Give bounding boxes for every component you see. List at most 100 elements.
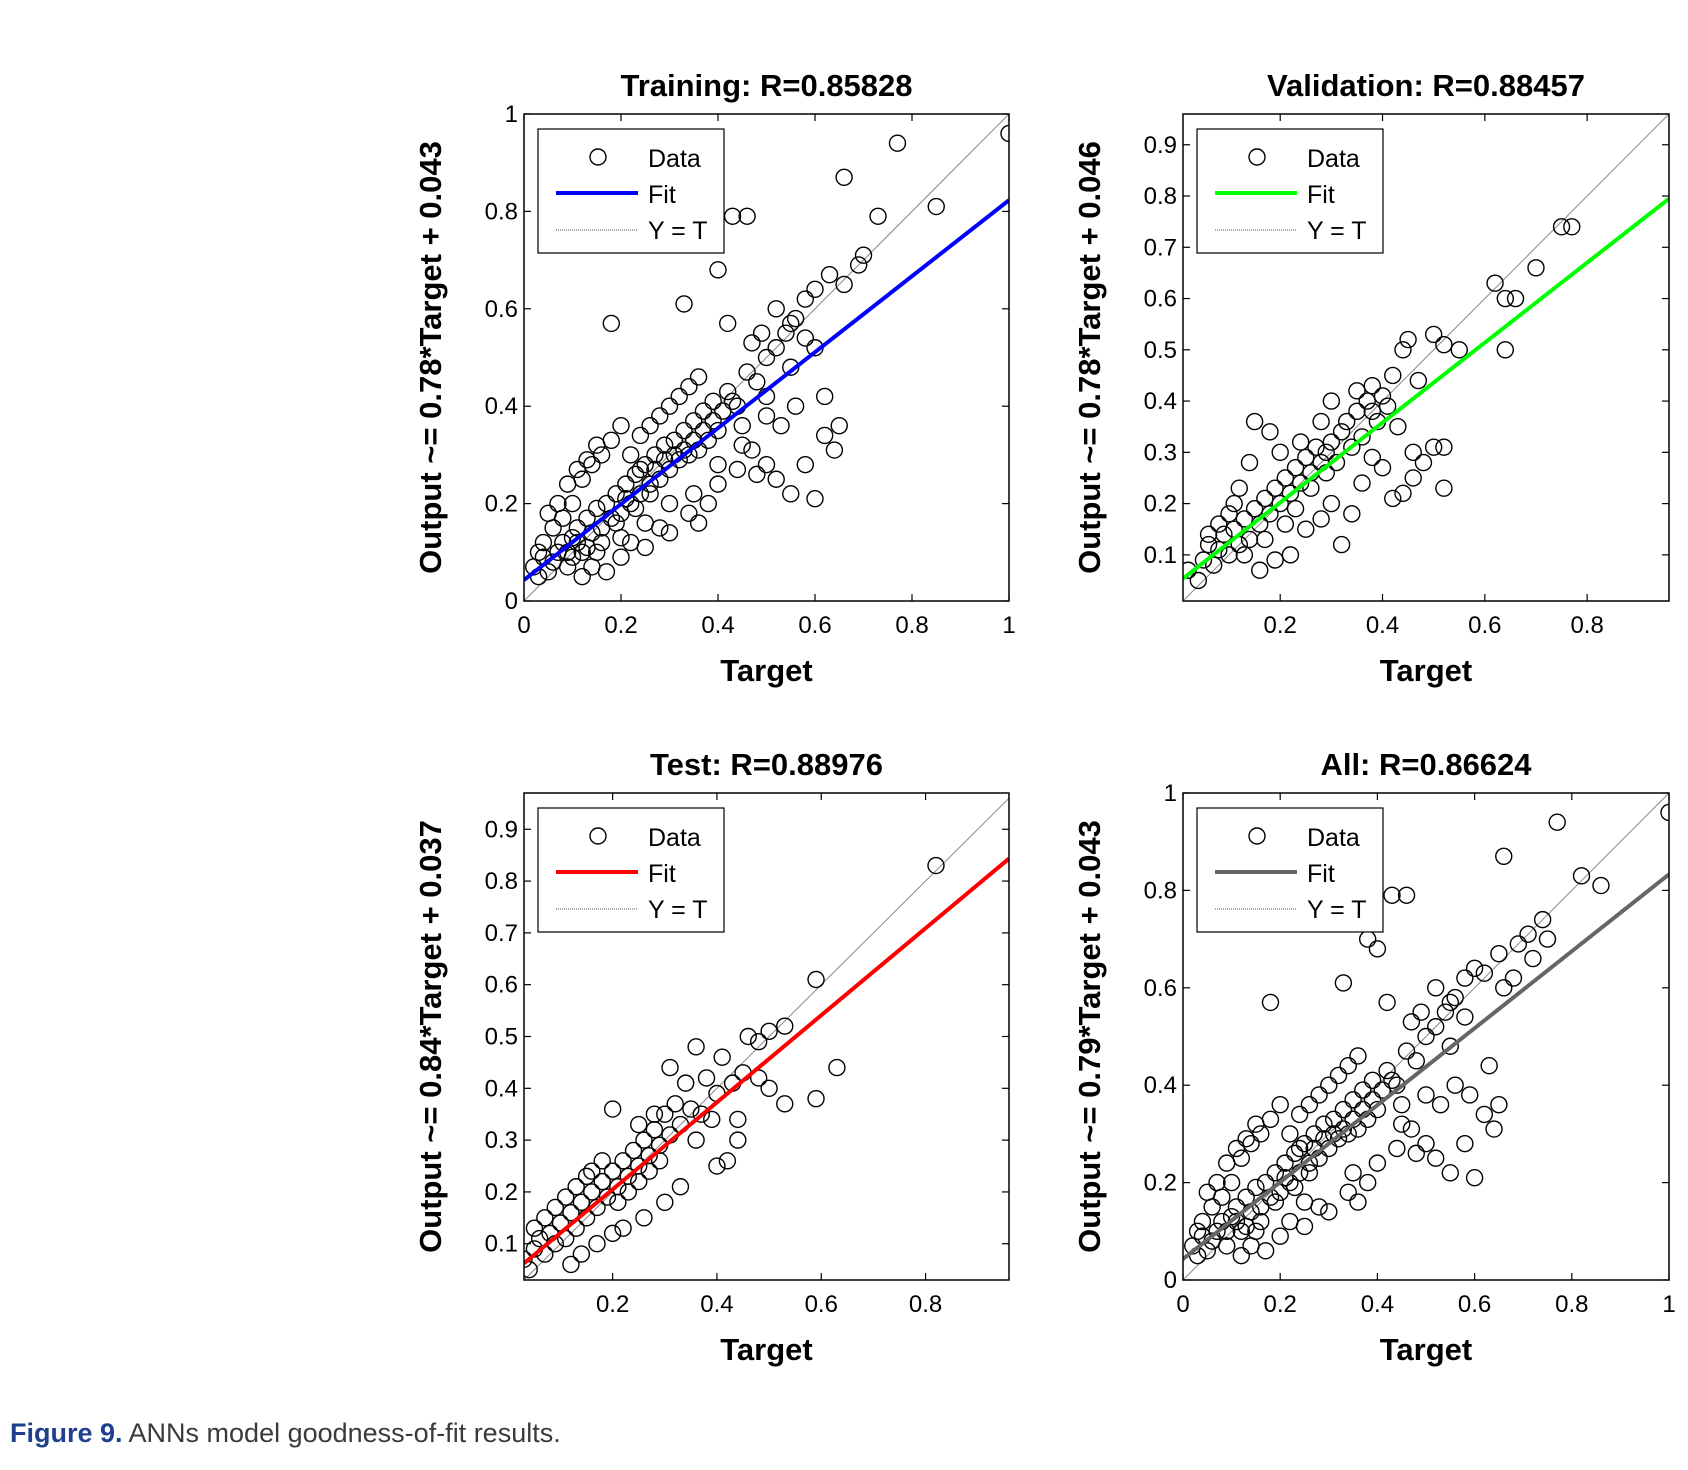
data-point: [1276, 469, 1295, 487]
data-point: [1397, 1042, 1416, 1060]
data-point: [820, 266, 839, 284]
data-point: [1213, 1188, 1231, 1206]
data-point: [568, 460, 587, 479]
data-point: [612, 548, 630, 566]
data-point: [1392, 1115, 1411, 1133]
data-point: [1320, 1076, 1338, 1094]
y-tick-label: 0.7: [485, 920, 518, 947]
data-point: [1261, 505, 1279, 523]
data-point: [1441, 993, 1460, 1012]
data-point: [646, 446, 664, 464]
data-point: [1404, 443, 1422, 462]
y-tick-label: 0.6: [1144, 975, 1177, 1002]
legend-label: Y = T: [648, 896, 708, 924]
y-tick-label: 0.5: [485, 1024, 518, 1051]
data-point: [733, 436, 751, 454]
x-tick-label: 0.6: [1468, 612, 1501, 639]
data-point: [1199, 535, 1218, 554]
data-point: [1490, 945, 1508, 963]
plot-content: [524, 797, 1009, 1280]
data-point: [816, 426, 834, 445]
x-tick-label: 0.6: [798, 612, 831, 639]
data-point: [1424, 438, 1443, 456]
data-point: [1524, 949, 1542, 968]
scatter-panel: 0 0.2 0.4 0.6 0.8 1 0 0.2 0.4 0.6 0.8 1 All: R=0.866…: [1072, 747, 1676, 1367]
data-point: [1218, 1154, 1236, 1172]
data-point: [1407, 1144, 1425, 1163]
data-point: [1344, 1091, 1362, 1109]
data-point: [1339, 1183, 1357, 1202]
data-point: [723, 392, 742, 411]
y-tick-label: 0: [505, 588, 518, 615]
data-point: [1322, 433, 1341, 451]
data-point: [670, 387, 688, 406]
data-point: [612, 416, 630, 435]
data-point: [1427, 1018, 1445, 1036]
data-point: [1338, 412, 1356, 431]
data-point: [670, 451, 688, 469]
data-point: [1291, 433, 1310, 451]
data-point: [1404, 469, 1422, 487]
data-point: [1504, 969, 1523, 987]
data-point: [1237, 1217, 1255, 1236]
caption-text: ANNs model goodness-of-fit results.: [122, 1418, 561, 1448]
legend-label: Data: [648, 824, 701, 852]
data-point: [1271, 1227, 1289, 1245]
data-point: [524, 1250, 533, 1268]
data-point: [1495, 979, 1513, 997]
y-tick-label: 0.7: [1144, 234, 1177, 261]
y-tick-label: 0.3: [485, 1127, 518, 1154]
data-point: [1271, 494, 1289, 513]
data-point: [1519, 925, 1537, 943]
data-point: [1592, 876, 1610, 895]
data-point: [1348, 382, 1366, 400]
fit-line: [524, 198, 1009, 582]
data-point: [692, 1105, 711, 1123]
y-tick-label: 0.4: [1144, 388, 1177, 415]
y-tick-label: 0.4: [485, 1075, 518, 1102]
x-tick-label: 0.4: [1361, 1291, 1394, 1318]
data-point: [1436, 1003, 1455, 1021]
data-point: [1256, 489, 1274, 508]
data-point: [1394, 341, 1412, 359]
data-point: [1281, 546, 1300, 564]
data-point: [1461, 1086, 1479, 1104]
data-point: [1334, 974, 1353, 992]
legend: Data Fit Y = T: [537, 807, 725, 933]
x-axis-label: Target: [1380, 1332, 1472, 1367]
data-point: [1456, 1008, 1474, 1026]
data-point: [578, 451, 596, 469]
data-point: [685, 412, 703, 430]
data-point: [1339, 1057, 1357, 1075]
data-point: [622, 533, 640, 552]
legend-label: Data: [648, 145, 701, 173]
data-point: [626, 499, 645, 518]
data-point: [1407, 1052, 1425, 1070]
caption-label: Figure 9.: [10, 1418, 123, 1448]
data-point: [1266, 551, 1284, 569]
y-tick-label: 0.8: [1144, 877, 1177, 904]
data-point: [1291, 474, 1310, 492]
data-point: [675, 295, 693, 313]
data-point: [704, 412, 722, 430]
data-point: [1363, 402, 1381, 421]
data-point: [583, 1183, 601, 1201]
y-tick-label: 0.2: [485, 491, 518, 518]
data-point: [767, 470, 785, 488]
data-point: [1290, 1139, 1309, 1158]
data-point: [709, 261, 727, 279]
data-point: [888, 134, 907, 152]
x-tick-label: 0.8: [895, 612, 928, 639]
y-tick-label: 0.9: [1144, 132, 1177, 159]
data-point: [1495, 847, 1513, 866]
data-point: [1552, 218, 1571, 236]
plot-content: [524, 114, 1009, 601]
data-point: [1310, 1086, 1328, 1104]
data-point: [1225, 494, 1243, 513]
data-point: [713, 1048, 731, 1066]
data-point: [729, 1110, 747, 1129]
legend-label: Fit: [1307, 860, 1335, 888]
data-point: [656, 1105, 674, 1123]
data-point: [619, 1183, 638, 1201]
data-point: [1446, 1076, 1464, 1094]
